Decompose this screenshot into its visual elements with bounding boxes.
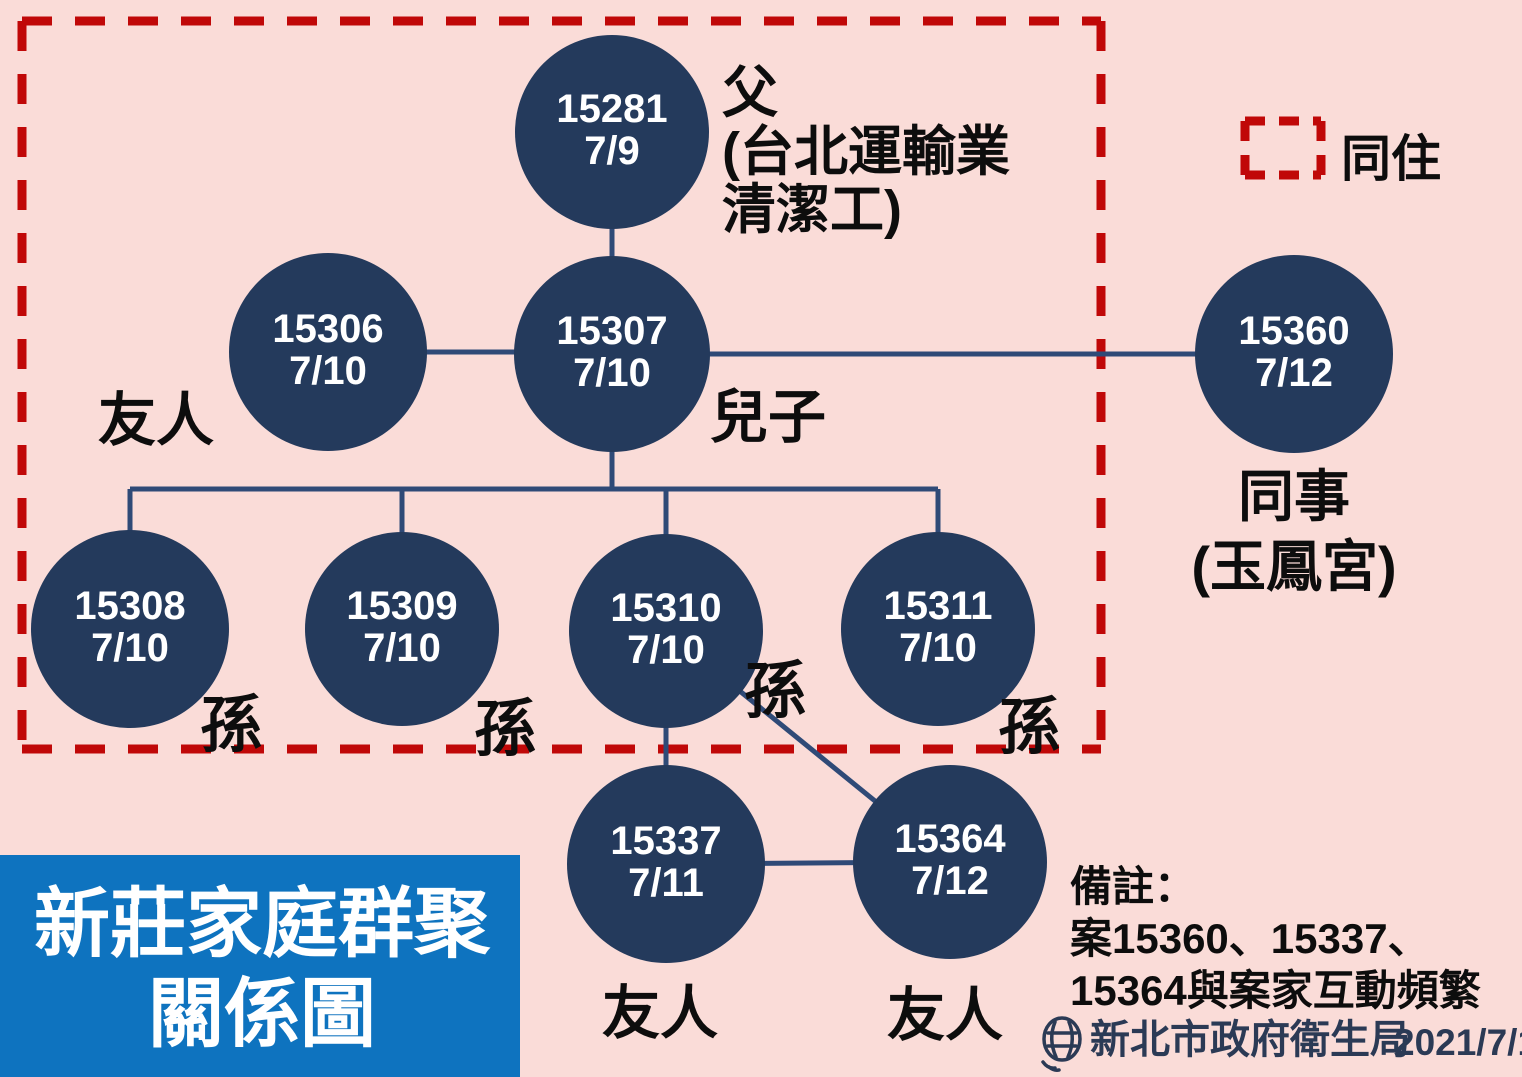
role-label-friend-15364: 友人 — [887, 983, 1003, 1048]
case-id-15308: 15308 — [74, 584, 185, 628]
case-id-15360: 15360 — [1238, 309, 1349, 353]
cohabitation-legend-label: 同住 — [1341, 131, 1441, 187]
role-label-grandchild-15310: 孫 — [744, 657, 806, 726]
notes-heading: 備註： — [1070, 863, 1196, 910]
case-date-15364: 7/12 — [911, 859, 989, 903]
case-date-15306: 7/10 — [289, 349, 367, 393]
case-date-15307: 7/10 — [573, 351, 651, 395]
cohabitation-boundary — [17, 16, 1106, 754]
case-nodes — [31, 35, 1393, 963]
role-label-father-line2: (台北運輸業 — [722, 122, 1010, 182]
case-id-15337: 15337 — [610, 819, 721, 863]
case-node-15307 — [514, 256, 710, 452]
health-bureau-logo-icon — [1041, 1016, 1082, 1072]
notes: 備註： 案15360、15337、 15364與案家互動頻繁 — [1070, 863, 1481, 1014]
title-line-1: 新莊家庭群聚 — [34, 882, 491, 967]
case-id-15307: 15307 — [556, 309, 667, 353]
title-box-background — [0, 855, 520, 1077]
title-line-2: 關係圖 — [148, 972, 376, 1057]
case-id-15281: 15281 — [556, 87, 667, 131]
case-date-15360: 7/12 — [1255, 351, 1333, 395]
case-date-15310: 7/10 — [627, 628, 705, 672]
case-node-15311 — [841, 532, 1035, 726]
footer: 新北市政府衛生局 2021/7/12 — [1041, 1016, 1522, 1072]
title-box: 新莊家庭群聚 關係圖 — [0, 855, 520, 1077]
legend: 同住 — [1240, 116, 1441, 187]
case-date-15311: 7/10 — [899, 626, 977, 670]
cohabitation-legend-swatch — [1240, 116, 1326, 180]
case-id-15309: 15309 — [346, 584, 457, 628]
case-node-texts: 15281 7/9 15306 7/10 15307 7/10 15360 7/… — [74, 87, 1349, 905]
case-date-15281: 7/9 — [584, 129, 640, 173]
role-label-father-line3: 清潔工) — [722, 180, 902, 240]
case-node-15364 — [853, 765, 1047, 959]
case-id-15310: 15310 — [610, 586, 721, 630]
role-label-father-line1: 父 — [722, 61, 778, 124]
case-node-15309 — [305, 532, 499, 726]
case-date-15308: 7/10 — [91, 626, 169, 670]
case-id-15306: 15306 — [272, 307, 383, 351]
notes-line-1: 案15360、15337、 — [1070, 915, 1430, 962]
case-node-15360 — [1195, 255, 1393, 453]
case-date-15337: 7/11 — [628, 861, 704, 905]
report-date: 2021/7/12 — [1394, 1022, 1522, 1063]
role-label-grandchild-15308: 孫 — [200, 691, 262, 760]
case-date-15309: 7/10 — [363, 626, 441, 670]
case-id-15311: 15311 — [883, 584, 992, 628]
case-node-15308 — [31, 530, 229, 728]
agency-name: 新北市政府衛生局 — [1090, 1018, 1410, 1062]
role-label-grandchild-15311: 孫 — [998, 693, 1060, 762]
case-id-15364: 15364 — [894, 817, 1006, 861]
case-node-15310 — [569, 534, 763, 728]
case-node-15306 — [229, 253, 427, 451]
role-label-grandchild-15309: 孫 — [474, 695, 536, 764]
notes-line-2: 15364與案家互動頻繁 — [1070, 967, 1481, 1014]
role-labels: 父 (台北運輸業 清潔工) 友人 兒子 同事 (玉鳳宮) 孫 孫 孫 孫 友人 … — [98, 61, 1397, 1048]
role-label-son: 兒子 — [710, 385, 826, 450]
role-label-friend-15306: 友人 — [98, 388, 214, 453]
role-label-friend-15337: 友人 — [602, 981, 718, 1046]
case-node-15281 — [515, 35, 709, 229]
case-node-15337 — [567, 765, 765, 963]
role-label-colleague-line2: (玉鳳宮) — [1191, 535, 1396, 598]
role-label-colleague-line1: 同事 — [1238, 465, 1350, 528]
